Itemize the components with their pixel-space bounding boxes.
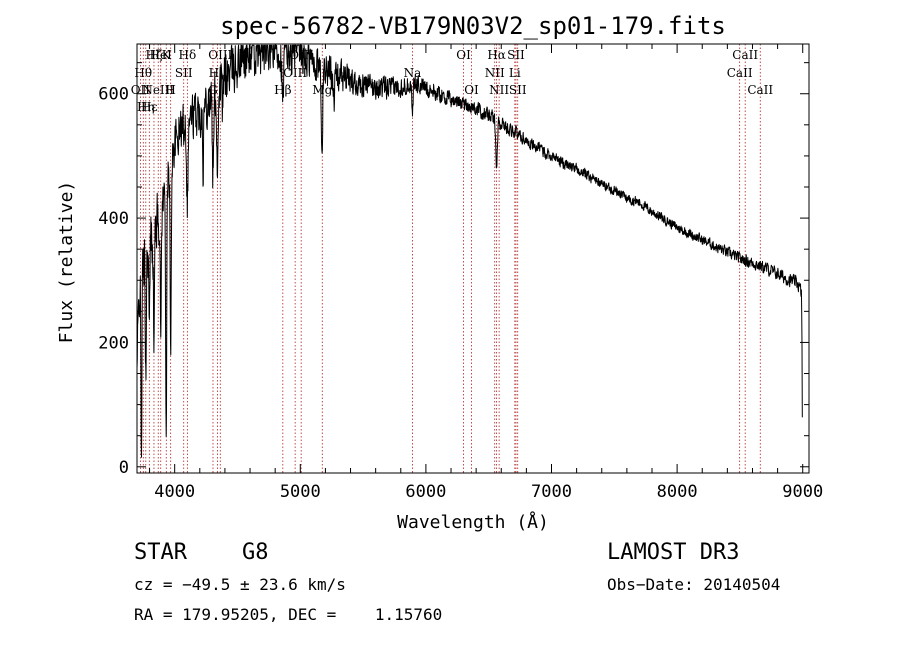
line-label-23: NII bbox=[489, 83, 509, 97]
chart-title: spec-56782-VB179N03V2_sp01-179.fits bbox=[220, 12, 726, 40]
x-tick-label-4: 8000 bbox=[657, 482, 698, 502]
object-subclass: G8 bbox=[242, 540, 269, 565]
y-axis-ticks: 0 200 400 600 bbox=[98, 62, 809, 478]
line-label-21: NII bbox=[485, 66, 505, 80]
line-label-18: Na bbox=[404, 66, 422, 80]
line-label-6: HeI bbox=[150, 48, 173, 62]
y-tick-label-3: 600 bbox=[98, 85, 129, 105]
line-label-27: CaII bbox=[727, 66, 753, 80]
line-label-24: Li bbox=[509, 66, 521, 80]
survey-name: LAMOST DR3 bbox=[607, 540, 739, 565]
line-label-4: Hζ bbox=[145, 48, 162, 62]
line-label-13: OIII bbox=[208, 48, 232, 62]
line-label-19: OI bbox=[456, 48, 471, 62]
y-tick-label-2: 400 bbox=[98, 209, 129, 229]
line-label-22: Hα bbox=[487, 48, 506, 62]
line-label-8: H bbox=[165, 83, 175, 97]
x-axis-ticks: 4000 5000 6000 7000 8000 9000 bbox=[149, 44, 823, 502]
y-tick-label-0: 0 bbox=[119, 458, 129, 478]
line-label-7: K bbox=[162, 48, 172, 62]
line-label-17: Mg bbox=[312, 83, 332, 97]
line-label-11: G bbox=[208, 83, 218, 97]
y-axis-label: Flux (relative) bbox=[56, 181, 77, 344]
line-label-5: NeIII bbox=[142, 83, 174, 97]
spectrum-line bbox=[136, 44, 803, 458]
x-tick-label-0: 4000 bbox=[154, 482, 195, 502]
object-class: STAR bbox=[134, 540, 188, 565]
line-label-9: SII bbox=[175, 66, 193, 80]
plot-frame bbox=[136, 43, 810, 474]
x-tick-label-2: 6000 bbox=[405, 482, 446, 502]
line-label-2: Hη bbox=[137, 100, 155, 114]
ra-dec-info: RA = 179.95205, DEC = 1.15760 bbox=[134, 605, 442, 624]
spectral-line-markers bbox=[139, 44, 761, 473]
line-label-28: CaII bbox=[732, 48, 758, 62]
x-tick-label-5: 9000 bbox=[782, 482, 823, 502]
line-label-26: SII bbox=[509, 83, 527, 97]
line-label-20: OI bbox=[464, 83, 479, 97]
line-label-10: Hδ bbox=[179, 48, 197, 62]
line-label-25: SII bbox=[507, 48, 525, 62]
x-tick-label-3: 7000 bbox=[531, 482, 572, 502]
y-tick-label-1: 200 bbox=[98, 333, 129, 353]
line-label-1: Hθ bbox=[134, 66, 152, 80]
line-label-29: CaII bbox=[747, 83, 773, 97]
x-tick-label-1: 5000 bbox=[280, 482, 321, 502]
line-label-15: OIII bbox=[283, 66, 307, 80]
x-axis-label: Wavelength (Å) bbox=[397, 511, 549, 533]
observation-date: Obs−Date: 20140504 bbox=[607, 575, 780, 594]
redshift-info: cz = −49.5 ± 23.6 km/s bbox=[134, 575, 346, 594]
line-label-3: Hε bbox=[141, 100, 158, 114]
